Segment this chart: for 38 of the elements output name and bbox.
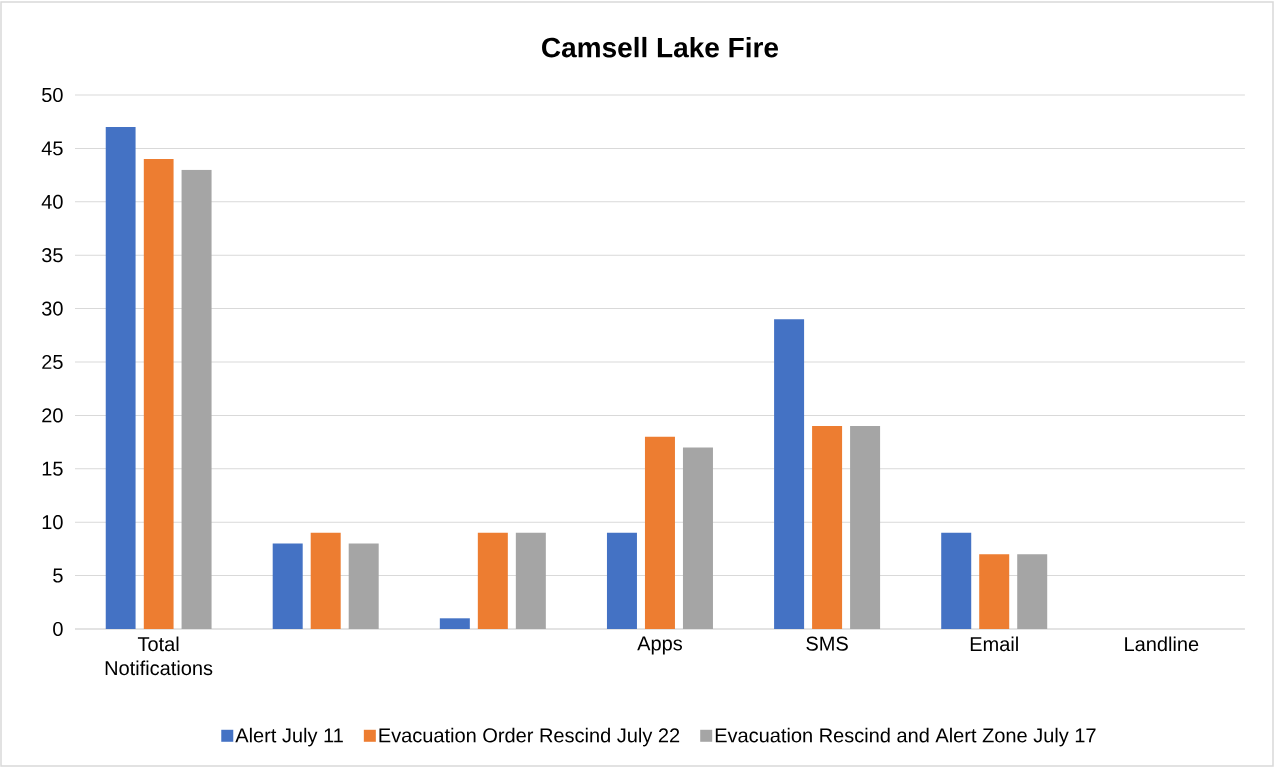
bar (812, 426, 843, 629)
y-tick-label: 0 (53, 621, 63, 637)
y-tick-label: 5 (53, 568, 63, 583)
bar (477, 532, 508, 629)
x-tick-label: Landline (1125, 636, 1199, 652)
bar (606, 532, 637, 629)
bar (105, 127, 136, 629)
x-tick-label: Apps (637, 636, 683, 655)
x-tick-label: SMS (806, 636, 848, 651)
bar (1017, 554, 1048, 629)
x-tick-label: Total Notifications (105, 636, 213, 676)
legend-label: Evacuation Rescind and Alert Zone July 17 (715, 727, 1096, 747)
legend-label: Evacuation Order Rescind July 22 (379, 727, 680, 747)
bar (515, 532, 546, 629)
bar (310, 532, 341, 629)
y-tick-label: 25 (42, 354, 63, 370)
bar (439, 618, 470, 629)
bar (272, 543, 303, 629)
bar (682, 447, 713, 629)
y-tick-label: 30 (42, 301, 63, 316)
bar (774, 319, 805, 629)
chart-title: Camsell Lake Fire (542, 36, 779, 58)
bar (941, 532, 972, 629)
x-tick-label: Email (970, 636, 1018, 652)
y-tick-label: 20 (42, 408, 63, 423)
y-tick-label: 15 (42, 461, 63, 476)
bar (143, 159, 174, 629)
bar (850, 426, 881, 629)
y-tick-label: 10 (42, 515, 63, 530)
y-tick-label: 45 (41, 141, 63, 156)
legend-label: Alert July 11 (235, 727, 343, 747)
bar (181, 169, 212, 629)
y-tick-label: 40 (41, 194, 63, 209)
y-tick-label: 50 (42, 87, 63, 103)
bar (644, 436, 675, 629)
bar (348, 543, 379, 629)
y-tick-label: 35 (42, 248, 63, 263)
bar (979, 554, 1010, 629)
